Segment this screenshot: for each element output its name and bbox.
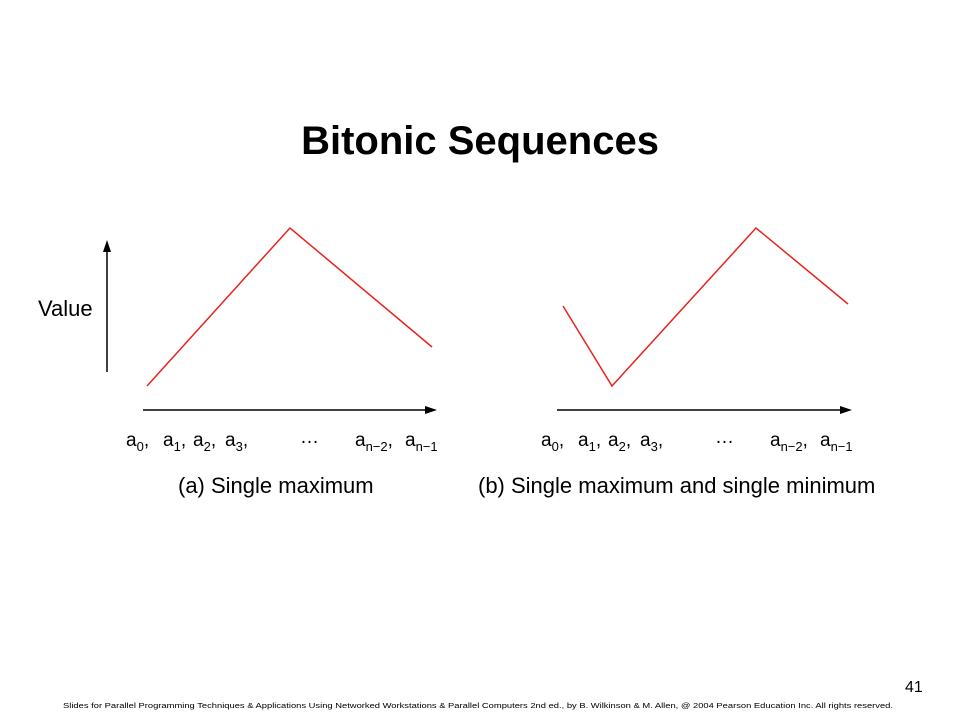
term-base: a <box>578 430 589 451</box>
slide-title: Bitonic Sequences <box>301 119 659 163</box>
term-base: a <box>225 430 236 451</box>
term-subscript: n−1 <box>831 439 853 454</box>
footer: Slides for Parallel Programming Techniqu… <box>63 701 893 710</box>
term-separator: , <box>144 430 149 451</box>
sequence-ellipsis: … <box>300 427 319 448</box>
sequence-term: an−1 <box>820 430 853 454</box>
sequence-term: a1, <box>163 430 186 454</box>
x-axis-arrowhead <box>840 406 852 414</box>
term-subscript: 3 <box>236 439 243 454</box>
sequence-term: an−2, <box>770 430 808 454</box>
y-axis-label: Value <box>38 296 93 321</box>
term-subscript: n−2 <box>366 439 388 454</box>
panel-caption: (b) Single maximum and single minimum <box>478 473 875 498</box>
term-separator: , <box>243 430 248 451</box>
term-separator: , <box>626 430 631 451</box>
term-base: a <box>608 430 619 451</box>
term-subscript: 0 <box>137 439 144 454</box>
term-subscript: n−1 <box>416 439 438 454</box>
page-number: 41 <box>905 679 923 696</box>
term-base: a <box>640 430 651 451</box>
term-separator: , <box>559 430 564 451</box>
sequence-term: a3, <box>225 430 248 454</box>
term-base: a <box>770 430 781 451</box>
term-subscript: 1 <box>589 439 596 454</box>
sequence-term: a2, <box>193 430 216 454</box>
term-subscript: 2 <box>204 439 211 454</box>
term-subscript: n−2 <box>781 439 803 454</box>
term-base: a <box>126 430 137 451</box>
sequence-term: an−2, <box>355 430 393 454</box>
term-separator: , <box>803 430 808 451</box>
term-base: a <box>355 430 366 451</box>
term-base: a <box>163 430 174 451</box>
sequence-term: a3, <box>640 430 663 454</box>
sequence-term: a0, <box>126 430 149 454</box>
y-axis-arrowhead <box>103 240 111 252</box>
panel-caption: (a) Single maximum <box>178 473 374 498</box>
term-subscript: 2 <box>619 439 626 454</box>
term-base: a <box>541 430 552 451</box>
sequence-term: a1, <box>578 430 601 454</box>
sequence-ellipsis: … <box>715 427 734 448</box>
term-base: a <box>820 430 831 451</box>
term-base: a <box>405 430 416 451</box>
sequence-term: a2, <box>608 430 631 454</box>
term-subscript: 1 <box>174 439 181 454</box>
term-separator: , <box>181 430 186 451</box>
bitonic-curve <box>562 226 849 388</box>
term-separator: , <box>596 430 601 451</box>
term-separator: , <box>211 430 216 451</box>
term-subscript: 0 <box>552 439 559 454</box>
term-base: a <box>193 430 204 451</box>
x-axis-arrowhead <box>425 406 437 414</box>
term-separator: , <box>658 430 663 451</box>
term-separator: , <box>388 430 393 451</box>
bitonic-curve <box>146 226 433 387</box>
sequence-term: a0, <box>541 430 564 454</box>
sequence-term: an−1 <box>405 430 438 454</box>
term-subscript: 3 <box>651 439 658 454</box>
